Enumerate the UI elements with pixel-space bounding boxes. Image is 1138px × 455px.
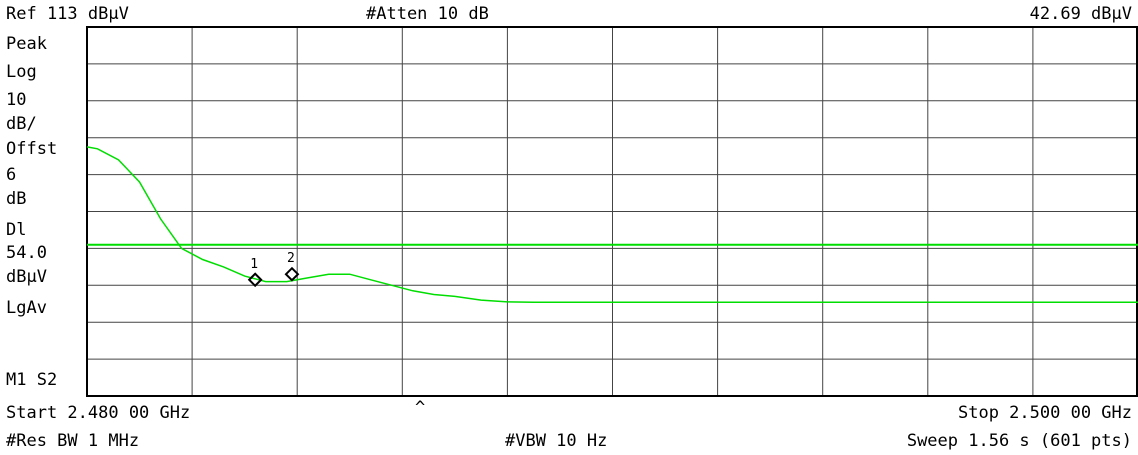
marker-1-label: 1: [250, 257, 258, 272]
stop-frequency: Stop 2.500 00 GHz: [958, 403, 1132, 423]
detector-label: Peak: [6, 34, 47, 54]
attenuation-label: #Atten 10 dB: [366, 4, 489, 24]
sweep-time: Sweep 1.56 s (601 pts): [906, 431, 1132, 451]
plot-frame: [86, 26, 1138, 397]
resolution-bandwidth: #Res BW 1 MHz: [6, 431, 140, 451]
graticule: [86, 26, 1138, 397]
scale-type-label: Log: [6, 62, 37, 82]
video-bandwidth: #VBW 10 Hz: [505, 431, 608, 451]
scale-value-label: 10: [6, 90, 27, 110]
offset-label: Offst: [6, 139, 58, 159]
trace-line: [86, 146, 1138, 304]
marker-2-diamond: [284, 266, 300, 282]
start-frequency: Start 2.480 00 GHz: [6, 403, 191, 423]
marker-2-label: 2: [287, 251, 295, 266]
marker-sweep-label: M1 S2: [6, 370, 58, 390]
center-caret: ^: [415, 398, 426, 418]
average-label: LgAv: [6, 298, 47, 318]
display-line-label: Dl: [6, 220, 27, 240]
offset-value-label: 6: [6, 165, 17, 185]
display-line-value: 54.0: [6, 243, 47, 263]
display-line-unit: dBμV: [6, 267, 47, 287]
offset-unit-label: dB: [6, 189, 27, 209]
scale-unit-label: dB/: [6, 114, 37, 134]
ref-level-label: Ref 113 dBμV: [6, 4, 129, 24]
marker-1-diamond: [247, 272, 263, 288]
marker-readout: 42.69 dBμV: [1029, 4, 1132, 24]
